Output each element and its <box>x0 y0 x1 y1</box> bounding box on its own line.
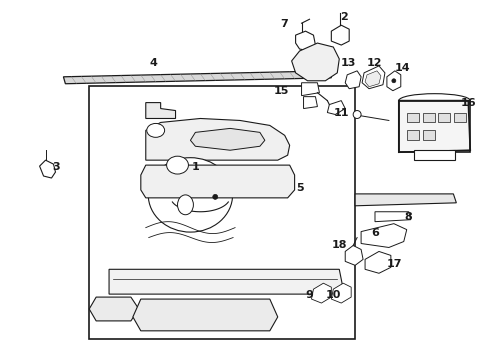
Polygon shape <box>345 246 363 265</box>
Text: 10: 10 <box>326 290 341 300</box>
Polygon shape <box>375 212 411 222</box>
Text: 18: 18 <box>332 240 347 251</box>
Polygon shape <box>365 251 391 273</box>
Text: 11: 11 <box>334 108 349 117</box>
Text: 4: 4 <box>150 58 158 68</box>
Bar <box>422 113 435 122</box>
Polygon shape <box>327 100 345 114</box>
Bar <box>89 86 355 339</box>
Text: 3: 3 <box>52 162 60 172</box>
Polygon shape <box>89 297 139 321</box>
Bar <box>407 113 418 122</box>
Text: 14: 14 <box>395 63 411 73</box>
Ellipse shape <box>147 123 165 137</box>
Text: 9: 9 <box>306 290 314 300</box>
Polygon shape <box>133 299 278 331</box>
Polygon shape <box>303 96 318 109</box>
Text: 1: 1 <box>192 162 199 172</box>
Bar <box>439 113 450 122</box>
Polygon shape <box>292 43 339 81</box>
Text: 6: 6 <box>371 228 379 238</box>
Polygon shape <box>387 71 401 91</box>
Polygon shape <box>191 129 265 150</box>
Polygon shape <box>63 71 331 84</box>
Circle shape <box>353 111 361 118</box>
Text: 2: 2 <box>341 12 348 22</box>
Bar <box>454 113 466 122</box>
Polygon shape <box>399 100 470 152</box>
Bar <box>422 130 435 140</box>
Polygon shape <box>146 118 290 160</box>
Polygon shape <box>312 283 331 303</box>
Text: 8: 8 <box>405 212 413 222</box>
Text: 5: 5 <box>296 183 303 193</box>
Polygon shape <box>361 224 407 247</box>
Ellipse shape <box>167 156 189 174</box>
Text: 17: 17 <box>387 259 403 269</box>
Polygon shape <box>355 194 456 206</box>
Polygon shape <box>141 165 294 198</box>
Bar <box>414 150 455 160</box>
Circle shape <box>213 194 218 199</box>
Ellipse shape <box>148 158 233 232</box>
Text: 16: 16 <box>461 98 476 108</box>
Polygon shape <box>345 71 361 89</box>
Bar <box>399 100 470 152</box>
Polygon shape <box>301 83 319 96</box>
Ellipse shape <box>177 195 194 215</box>
Text: 15: 15 <box>274 86 290 96</box>
Polygon shape <box>365 71 381 87</box>
Polygon shape <box>109 269 344 294</box>
Polygon shape <box>331 283 351 303</box>
Text: 7: 7 <box>280 19 288 29</box>
Polygon shape <box>295 31 316 51</box>
Text: 12: 12 <box>366 58 382 68</box>
Polygon shape <box>331 25 349 45</box>
Bar <box>407 130 418 140</box>
Polygon shape <box>362 66 385 89</box>
Polygon shape <box>40 160 55 178</box>
Text: 13: 13 <box>341 58 356 68</box>
Circle shape <box>392 79 396 83</box>
Polygon shape <box>146 103 175 118</box>
